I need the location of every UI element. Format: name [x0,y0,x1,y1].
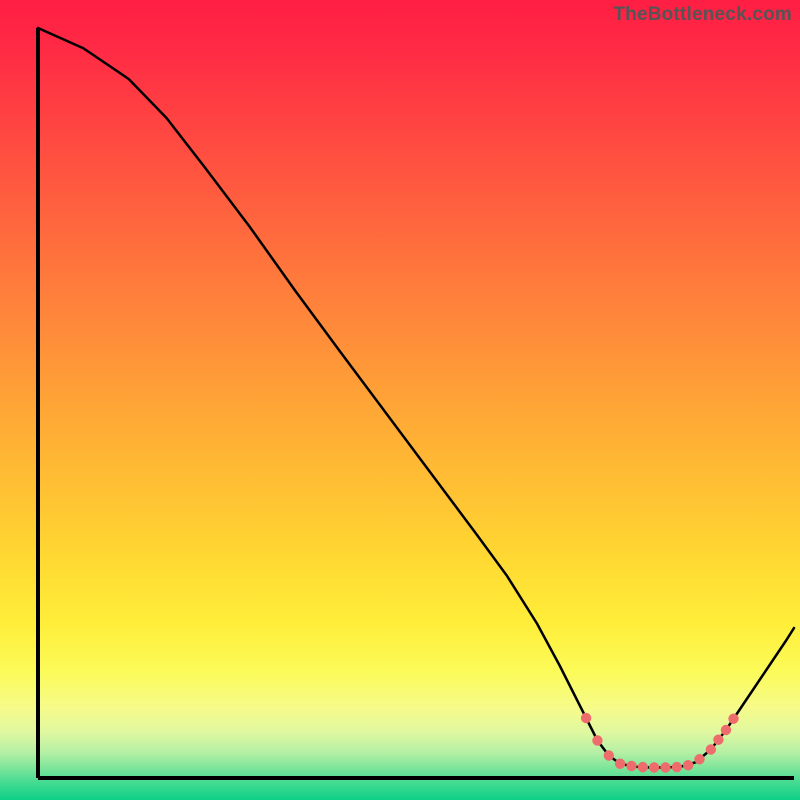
marker-group [581,713,739,773]
markers-layer [0,0,800,800]
marker-point [581,713,591,723]
marker-point [683,760,693,770]
marker-point [672,762,682,772]
marker-point [626,761,636,771]
marker-point [706,744,716,754]
marker-point [604,750,614,760]
marker-point [694,754,704,764]
marker-point [592,735,602,745]
marker-point [649,762,659,772]
marker-point [615,759,625,769]
marker-point [660,762,670,772]
marker-point [713,735,723,745]
marker-point [721,725,731,735]
figure-root: TheBottleneck.com [0,0,800,800]
marker-point [728,714,738,724]
watermark-text: TheBottleneck.com [613,4,792,26]
marker-point [638,762,648,772]
